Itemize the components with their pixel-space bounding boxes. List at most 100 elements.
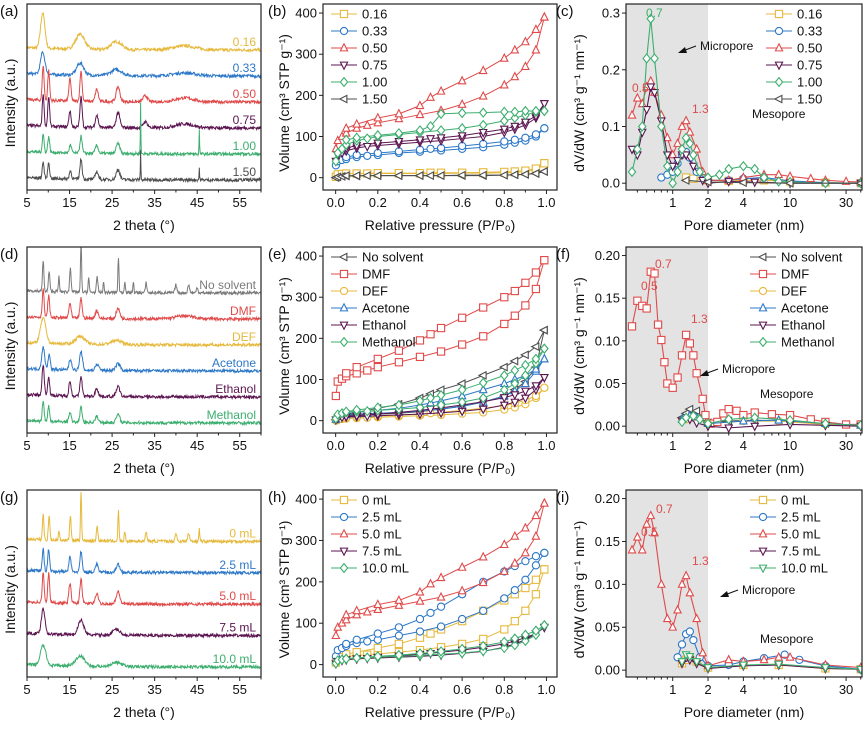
data-point-circle — [394, 631, 404, 640]
legend-label: 1.50 — [362, 92, 387, 107]
data-point-triangle-up — [758, 302, 768, 312]
data-point-diamond — [540, 343, 549, 354]
panel-label: (c) — [556, 3, 574, 20]
data-point-diamond — [394, 399, 404, 411]
data-point-triangle-up — [646, 510, 656, 520]
data-point-diamond — [499, 636, 509, 648]
peak-label: 1.3 — [691, 312, 708, 326]
y-tick-label: 400 — [295, 6, 317, 21]
data-point-circle — [689, 635, 698, 645]
data-point-square — [394, 346, 404, 355]
x-tick-label: 0.4 — [411, 195, 429, 210]
data-point-triangle-left — [509, 356, 519, 366]
legend-label: 2.5 mL — [781, 510, 821, 525]
data-point-triangle-down — [646, 83, 656, 93]
data-point-square — [339, 495, 349, 505]
data-point-square — [457, 340, 467, 349]
data-point-circle — [531, 552, 541, 561]
data-point-triangle-down — [758, 547, 768, 557]
data-point-square — [521, 278, 530, 287]
data-point-triangle-down — [339, 61, 349, 71]
data-point-diamond — [510, 112, 520, 124]
micropore-label: Micropore — [700, 39, 754, 53]
data-point-triangle-up — [341, 609, 351, 619]
xrd-trace-1 — [27, 547, 261, 576]
data-point-triangle-up — [668, 621, 678, 631]
data-point-triangle-down — [724, 424, 734, 433]
data-point-diamond — [457, 643, 467, 655]
axes-frame — [26, 3, 262, 191]
data-point-triangle-up — [415, 100, 425, 110]
x-tick-label: 1 — [669, 438, 676, 453]
data-point-triangle-up — [478, 577, 488, 587]
data-point-triangle-down — [856, 665, 862, 675]
data-point-diamond — [856, 420, 862, 431]
data-point-triangle-up — [539, 353, 549, 363]
xrd-trace-3 — [27, 607, 261, 639]
data-point-circle — [363, 637, 372, 646]
data-point-triangle-up — [520, 36, 530, 46]
data-point-diamond — [415, 125, 425, 136]
trace-label: No solvent — [199, 278, 256, 292]
xrd-trace-2 — [27, 572, 261, 608]
data-point-square — [521, 301, 530, 310]
legend-label: 0.50 — [797, 41, 822, 56]
data-point-triangle-up — [642, 518, 652, 528]
plot-area — [331, 497, 549, 670]
data-point-square — [689, 351, 698, 360]
data-point-triangle-up — [673, 604, 683, 614]
data-point-diamond — [663, 160, 672, 172]
data-point-triangle-up — [510, 71, 520, 81]
data-point-square — [426, 629, 435, 638]
trace-label: 1.00 — [233, 139, 257, 153]
xrd-trace-5 — [27, 400, 261, 427]
data-point-diamond — [510, 633, 520, 644]
data-point-square — [373, 643, 382, 653]
data-point-diamond — [689, 410, 698, 422]
data-point-diamond — [457, 107, 467, 119]
legend-label: 0.33 — [362, 24, 387, 39]
xrd-trace-4 — [27, 102, 261, 158]
data-point-circle — [521, 575, 530, 584]
legend-label: 5.0 mL — [781, 527, 821, 542]
data-point-triangle-left — [498, 362, 508, 372]
y-tick-label: 100 — [295, 372, 317, 387]
data-point-triangle-up — [738, 415, 748, 425]
data-point-triangle-down — [692, 658, 702, 667]
data-point-circle — [531, 561, 541, 570]
x-tick-label: 35 — [147, 682, 161, 697]
peak-label: 0.5 — [641, 279, 658, 293]
data-point-diamond — [510, 378, 520, 389]
data-point-square — [653, 320, 663, 329]
data-point-triangle-up — [539, 11, 549, 21]
data-point-circle — [521, 557, 530, 566]
data-point-diamond — [821, 418, 830, 429]
xrd-trace-2 — [27, 65, 261, 105]
x-tick-label: 0.0 — [327, 195, 345, 210]
data-point-diamond — [521, 629, 530, 641]
panel-e: 0.0 0.2 0.4 0.6 0.8 1.0 0 100 200 300 400 Relative … — [268, 246, 558, 476]
data-point-triangle-up — [662, 132, 672, 142]
data-point-square — [510, 286, 519, 296]
peak-label: 0.5 — [632, 81, 649, 95]
data-point-diamond — [457, 396, 467, 408]
data-point-triangle-up — [681, 570, 691, 580]
mesopore-label: Mesopore — [760, 387, 814, 401]
data-point-diamond — [677, 143, 687, 155]
data-point-triangle-up — [394, 108, 404, 118]
peak-label: 0.7 — [656, 502, 673, 516]
data-point-triangle-up — [352, 609, 362, 619]
xrd-trace-1 — [27, 288, 261, 323]
data-point-circle — [394, 623, 404, 632]
data-point-triangle-up — [499, 52, 509, 62]
y-tick-label: 0 — [310, 657, 317, 672]
data-point-square — [436, 323, 446, 333]
data-point-triangle-down — [426, 135, 436, 144]
y-tick-label: 0.15 — [595, 534, 620, 549]
data-point-square — [650, 269, 659, 278]
data-point-circle — [540, 548, 549, 558]
plot-area — [330, 11, 549, 183]
data-point-square — [673, 373, 682, 382]
data-point-diamond — [331, 155, 341, 167]
data-point-diamond — [362, 405, 372, 417]
